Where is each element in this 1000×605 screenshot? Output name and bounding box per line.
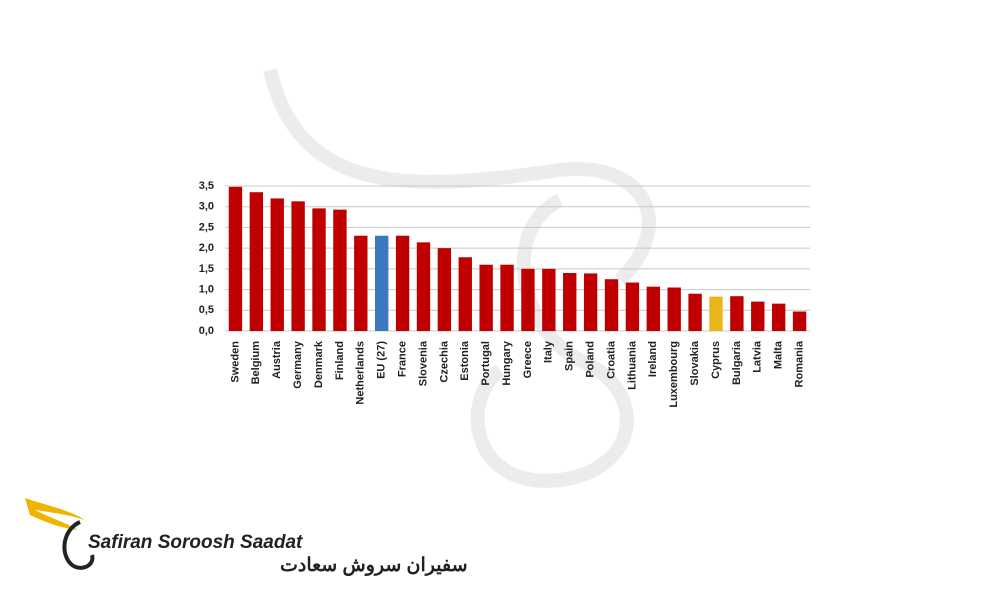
bar xyxy=(730,296,744,331)
x-tick-label: Austria xyxy=(271,340,283,379)
x-tick-label: Romania xyxy=(793,340,805,387)
bar xyxy=(521,268,535,331)
x-tick-label: Denmark xyxy=(313,340,325,388)
x-tick-label: Hungary xyxy=(501,340,513,386)
bar xyxy=(771,303,786,331)
bar xyxy=(709,296,723,331)
x-tick-label: Italy xyxy=(543,340,555,363)
x-tick-label: EU (27) xyxy=(376,341,388,379)
x-tick-label: Latvia xyxy=(752,340,764,373)
x-tick-label: Malta xyxy=(773,340,785,369)
x-tick-label: Sweden xyxy=(229,341,241,383)
bar xyxy=(395,235,410,331)
bar xyxy=(375,235,389,331)
x-tick-label: Croatia xyxy=(605,340,617,379)
bar xyxy=(646,286,660,331)
bar xyxy=(291,201,305,331)
x-tick-label: Netherlands xyxy=(355,341,367,405)
x-tick-label: Luxembourg xyxy=(668,341,680,408)
x-tick-label: Portugal xyxy=(480,341,492,386)
bar xyxy=(479,264,493,331)
bar xyxy=(583,273,598,331)
logo-name: Safiran Soroosh Saadat xyxy=(88,532,303,553)
y-tick-label: 2,5 xyxy=(199,221,214,233)
x-tick-label: France xyxy=(396,341,408,377)
x-tick-label: Bulgaria xyxy=(731,340,743,385)
bar xyxy=(667,287,681,331)
bar xyxy=(458,257,472,331)
bar xyxy=(333,209,347,331)
y-tick-label: 0,5 xyxy=(199,304,214,316)
y-tick-label: 1,5 xyxy=(199,263,214,275)
x-tick-label: Ireland xyxy=(647,341,659,377)
bar xyxy=(228,186,243,331)
bar xyxy=(416,242,431,331)
x-tick-label: Finland xyxy=(334,341,346,380)
bar xyxy=(437,248,452,331)
bar xyxy=(563,273,577,331)
logo-swirl xyxy=(62,520,95,570)
bar xyxy=(542,268,556,331)
y-tick-label: 0,0 xyxy=(199,325,214,337)
x-tick-label: Poland xyxy=(585,341,597,378)
logo: Safiran Soroosh Saadat سفیران سروش سعادت xyxy=(25,498,468,576)
y-tick-label: 3,0 xyxy=(199,201,214,213)
x-tick-label: Greece xyxy=(522,341,534,378)
y-tick-label: 2,0 xyxy=(199,242,214,254)
bar xyxy=(604,279,619,331)
x-tick-label: Estonia xyxy=(459,340,471,381)
x-tick-label: Lithuania xyxy=(626,340,638,390)
bar xyxy=(312,208,326,331)
x-tick-label: Cyprus xyxy=(710,341,722,379)
x-tick-label: Slovakia xyxy=(689,340,701,386)
bar xyxy=(688,293,702,331)
bar xyxy=(792,311,807,331)
y-tick-label: 3,5 xyxy=(199,180,214,192)
x-tick-label: Spain xyxy=(564,341,576,371)
plot: 0,0 0,5 1,0 1,5 2,0 2,5 3,0 3,5 Sweden Belgium Aus… xyxy=(199,180,810,408)
bar xyxy=(354,235,368,331)
x-tick-label: Germany xyxy=(292,340,304,389)
bar xyxy=(249,192,264,331)
logo-wing xyxy=(25,498,85,530)
x-tick-label: Belgium xyxy=(250,341,262,385)
x-tick-label: Czechia xyxy=(438,340,450,382)
bar xyxy=(500,264,514,331)
x-tick-label: Slovenia xyxy=(417,340,429,386)
logo-name-fa: سفیران سروش سعادت xyxy=(280,555,468,576)
bar xyxy=(270,198,284,331)
bar xyxy=(625,282,640,331)
bar xyxy=(751,301,765,331)
y-tick-label: 1,0 xyxy=(199,283,214,295)
